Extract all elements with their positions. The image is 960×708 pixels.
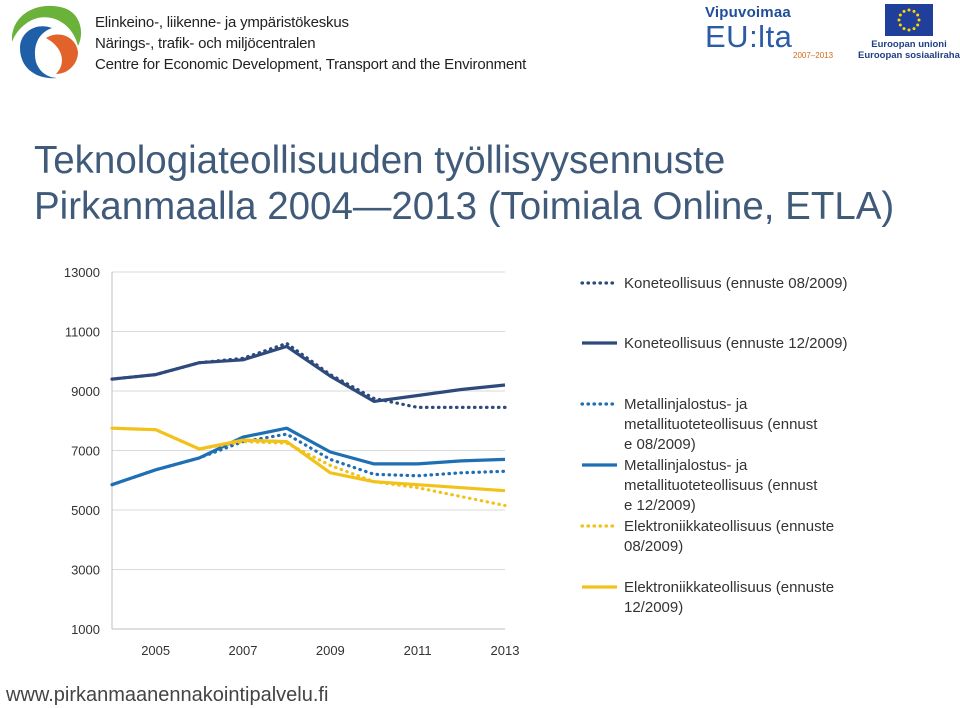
organization-name: Elinkeino-, liikenne- ja ympäristökeskus… xyxy=(95,12,526,75)
eu-star-icon xyxy=(902,27,906,31)
eu-star-icon xyxy=(917,18,921,22)
series-line-4 xyxy=(111,426,506,487)
legend-label-line: 08/2009) xyxy=(624,538,683,555)
vipuvoimaa-logo: Vipuvoimaa EU:lta 2007–2013 xyxy=(705,4,835,64)
eu-star-icon xyxy=(912,9,916,13)
legend-label-line: e 08/2009) xyxy=(624,436,696,453)
legend-label-line: Elektroniikkateollisuus (ennuste xyxy=(624,518,834,535)
y-tick-label: 9000 xyxy=(71,384,100,399)
y-tick-label: 3000 xyxy=(71,563,100,578)
legend-label-line: metallituoteteollisuus (ennust xyxy=(624,416,818,433)
y-tick-label: 11000 xyxy=(65,325,100,340)
employment-forecast-chart: 1000 3000 5000 7000 9000 11000 13000 2005 2007 20… xyxy=(64,265,848,658)
title-line-2: Pirkanmaalla 2004—2013 (Toimiala Online,… xyxy=(34,185,895,228)
eu-line-1: Euroopan unioni xyxy=(871,39,947,50)
eu-star-icon xyxy=(912,27,916,31)
legend-label: Metallinjalostus- ja metallituoteteollisu… xyxy=(624,457,818,514)
eu-star-icon xyxy=(916,23,920,27)
eu-star-icon xyxy=(898,23,902,27)
series-line-1 xyxy=(110,341,507,409)
eu-logo: Euroopan unioni Euroopan sosiaalirahasto xyxy=(858,4,960,64)
legend-label: Koneteollisuus (ennuste 12/2009) xyxy=(624,335,848,352)
org-line-fi: Elinkeino-, liikenne- ja ympäristökeskus xyxy=(95,14,349,31)
x-tick-label: 2009 xyxy=(316,643,345,658)
x-tick-label: 2013 xyxy=(491,643,520,658)
org-line-sv: Närings-, trafik- och miljöcentralen xyxy=(95,35,316,52)
legend-label-line: e 12/2009) xyxy=(624,497,696,514)
series-line-6 xyxy=(111,426,506,493)
legend-label-line: Koneteollisuus (ennuste 08/2009) xyxy=(624,275,848,292)
series-line-2 xyxy=(111,344,506,403)
page-title: Teknologiateollisuuden työllisyysennuste… xyxy=(34,138,894,230)
legend-label-line: Metallinjalostus- ja xyxy=(624,457,748,474)
eu-star-icon xyxy=(902,9,906,13)
x-tick-label: 2005 xyxy=(141,643,170,658)
legend-label: Elektroniikkateollisuus (ennuste 08/2009) xyxy=(624,518,834,555)
x-tick-label: 2011 xyxy=(404,643,432,658)
eu-star-icon xyxy=(898,13,902,17)
header: Elinkeino-, liikenne- ja ympäristökeskus… xyxy=(0,0,960,80)
ely-logo-icon xyxy=(11,5,82,79)
legend-label: Koneteollisuus (ennuste 08/2009) xyxy=(624,275,848,292)
legend-label-line: Metallinjalostus- ja xyxy=(624,396,748,413)
eu-star-icon xyxy=(916,13,920,17)
title-line-1: Teknologiateollisuuden työllisyysennuste xyxy=(34,139,726,182)
vipuvoimaa-main: EU:lta xyxy=(705,19,793,54)
footer-url[interactable]: www.pirkanmaanennakointipalvelu.fi xyxy=(6,684,329,706)
y-tick-label: 1000 xyxy=(71,622,100,637)
y-tick-label: 7000 xyxy=(71,444,100,459)
legend-label-line: metallituoteteollisuus (ennust xyxy=(624,477,818,494)
vipuvoimaa-title: Vipuvoimaa xyxy=(705,4,791,21)
eu-star-icon xyxy=(907,28,911,32)
eu-star-icon xyxy=(897,18,901,22)
x-tick-label: 2007 xyxy=(229,643,258,658)
eu-line-2: Euroopan sosiaalirahasto xyxy=(858,50,960,61)
y-tick-label: 5000 xyxy=(71,503,100,518)
eu-caption: Euroopan unioni Euroopan sosiaalirahasto xyxy=(858,39,960,61)
legend-label: Elektroniikkateollisuus (ennuste 12/2009) xyxy=(624,579,834,616)
legend-label-line: Koneteollisuus (ennuste 12/2009) xyxy=(624,335,848,352)
legend-label-line: Elektroniikkateollisuus (ennuste xyxy=(624,579,834,596)
eu-star-icon xyxy=(907,8,911,12)
legend-label: Metallinjalostus- ja metallituoteteollisu… xyxy=(624,396,818,453)
y-tick-label: 13000 xyxy=(64,265,100,280)
org-line-en: Centre for Economic Development, Transpo… xyxy=(95,56,527,73)
eu-flag-icon xyxy=(885,4,933,36)
vipuvoimaa-years: 2007–2013 xyxy=(793,51,834,60)
legend-label-line: 12/2009) xyxy=(624,599,683,616)
